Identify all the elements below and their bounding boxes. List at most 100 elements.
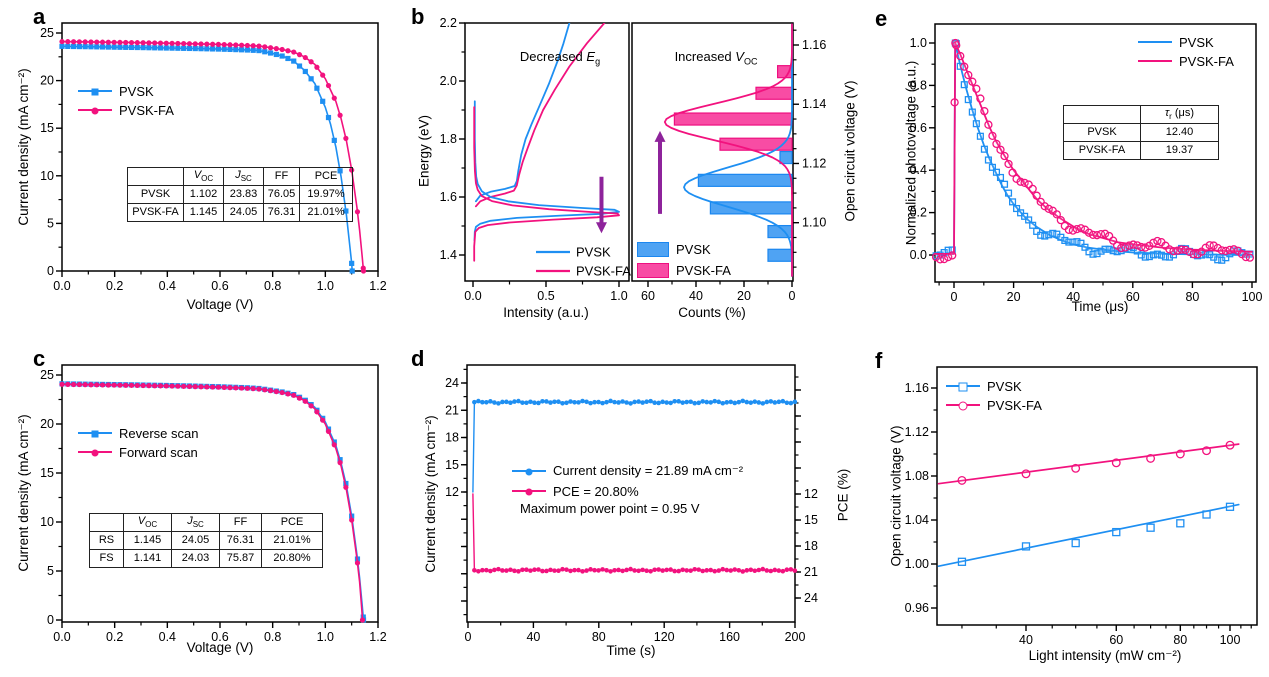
svg-text:0.4: 0.4 bbox=[910, 163, 927, 177]
table-c: VOC JSC FF PCE RS 1.145 24.05 76.31 21.01% F… bbox=[89, 513, 323, 568]
svg-text:12: 12 bbox=[804, 487, 818, 501]
svg-text:60: 60 bbox=[1109, 633, 1123, 647]
svg-text:20: 20 bbox=[737, 289, 751, 303]
svg-text:1.0: 1.0 bbox=[317, 630, 334, 644]
legend-item: PVSK-FA bbox=[78, 102, 174, 118]
table-a: VOC JSC FF PCE PVSK 1.102 23.83 76.05 19.97%… bbox=[127, 167, 353, 222]
open-square-marker-icon bbox=[958, 382, 968, 392]
svg-text:20: 20 bbox=[1007, 290, 1021, 304]
svg-text:1.10: 1.10 bbox=[802, 216, 826, 230]
table-e: τr (μs) PVSK 12.40 PVSK-FA 19.37 bbox=[1063, 105, 1219, 160]
panel-f-chart: 40 60 80 100 0.96 1.00 1.04 1.08 1.12 1.16 bbox=[905, 366, 1258, 647]
axis-label-d-x: Time (s) bbox=[606, 643, 656, 658]
svg-text:0.4: 0.4 bbox=[159, 279, 176, 293]
line-swatch bbox=[512, 468, 546, 476]
axis-label-b-y: Energy (eV) bbox=[416, 114, 432, 188]
panel-label-c: c bbox=[33, 346, 46, 371]
panel-e-chart: 0 20 40 60 80 100 0.0 0.2 0.4 0.6 0.8 1.0 bbox=[910, 23, 1262, 304]
table-row: PVSK-FA 1.145 24.05 76.31 21.01% bbox=[127, 203, 353, 222]
axis-label-b2-x: Counts (%) bbox=[678, 305, 746, 320]
svg-text:80: 80 bbox=[1173, 633, 1187, 647]
svg-text:0.8: 0.8 bbox=[910, 78, 927, 92]
legend-item: Forward scan bbox=[78, 444, 198, 460]
svg-text:1.0: 1.0 bbox=[610, 289, 627, 303]
svg-text:0.0: 0.0 bbox=[910, 248, 927, 262]
axis-label-d-y: Current density (mA cm⁻²) bbox=[423, 415, 438, 573]
svg-text:0.6: 0.6 bbox=[211, 630, 228, 644]
svg-text:20: 20 bbox=[40, 74, 54, 88]
legend-item: PVSK bbox=[1138, 34, 1234, 50]
panel-b-left-chart: 0.0 0.5 1.0 1.4 1.6 1.8 2.0 2.2 PVSK PVSK-FA bbox=[440, 16, 632, 303]
svg-text:15: 15 bbox=[445, 458, 459, 472]
svg-text:1.16: 1.16 bbox=[802, 38, 826, 52]
svg-text:1.6: 1.6 bbox=[440, 190, 457, 204]
svg-text:0: 0 bbox=[47, 264, 54, 278]
table-row: PVSK-FA 19.37 bbox=[1063, 141, 1219, 160]
legend-item: PVSK bbox=[637, 241, 731, 257]
svg-text:80: 80 bbox=[1185, 290, 1199, 304]
legend-f: PVSK PVSK-FA bbox=[946, 378, 1042, 413]
svg-text:0.5: 0.5 bbox=[537, 289, 554, 303]
panel-label-d: d bbox=[411, 346, 425, 371]
panel-b-right-chart: 60 40 20 0 1.10 1.12 1.14 1.16 bbox=[631, 22, 826, 303]
blue-swatch bbox=[637, 241, 669, 257]
table-row: VOC JSC FF PCE bbox=[127, 167, 353, 186]
svg-text:0: 0 bbox=[951, 290, 958, 304]
svg-text:2.0: 2.0 bbox=[440, 74, 457, 88]
legend-item: PVSK-FA bbox=[1138, 53, 1234, 69]
svg-text:0: 0 bbox=[789, 289, 796, 303]
panel-label-b: b bbox=[411, 4, 425, 29]
svg-text:120: 120 bbox=[654, 630, 675, 644]
table-row: RS 1.145 24.05 76.31 21.01% bbox=[89, 531, 323, 550]
line-swatch bbox=[78, 430, 112, 438]
line-swatch bbox=[78, 88, 112, 96]
svg-text:12: 12 bbox=[445, 485, 459, 499]
svg-text:0.0: 0.0 bbox=[53, 279, 70, 293]
svg-text:18: 18 bbox=[445, 431, 459, 445]
svg-text:1.0: 1.0 bbox=[317, 279, 334, 293]
svg-text:10: 10 bbox=[40, 169, 54, 183]
square-marker-icon bbox=[91, 430, 99, 438]
svg-text:0.8: 0.8 bbox=[264, 630, 281, 644]
axis-label-e-y: Normalized photovoltage (a.u.) bbox=[903, 60, 919, 246]
square-marker-icon bbox=[91, 88, 99, 96]
svg-text:0: 0 bbox=[465, 630, 472, 644]
svg-text:PVSK-FA: PVSK-FA bbox=[576, 264, 631, 279]
axis-label-c-x: Voltage (V) bbox=[186, 640, 254, 655]
line-swatch bbox=[946, 382, 980, 392]
axis-label-f-y: Open circuit voltage (V) bbox=[888, 425, 904, 567]
svg-text:20: 20 bbox=[40, 417, 54, 431]
circle-marker-icon bbox=[525, 488, 533, 496]
svg-text:0.4: 0.4 bbox=[159, 630, 176, 644]
circle-marker-icon bbox=[91, 449, 99, 457]
table-row: VOC JSC FF PCE bbox=[89, 513, 323, 532]
svg-text:40: 40 bbox=[1019, 633, 1033, 647]
annotation-mpp: Maximum power point = 0.95 V bbox=[520, 501, 700, 516]
annotation-decreased-eg: Decreased Eg bbox=[519, 49, 601, 67]
svg-text:1.8: 1.8 bbox=[440, 132, 457, 146]
table-row: PVSK 1.102 23.83 76.05 19.97% bbox=[127, 185, 353, 204]
axis-label-d-y2: PCE (%) bbox=[835, 468, 851, 522]
legend-a: PVSK PVSK-FA bbox=[78, 83, 174, 118]
svg-text:1.2: 1.2 bbox=[369, 279, 386, 293]
svg-text:24: 24 bbox=[445, 376, 459, 390]
svg-text:40: 40 bbox=[689, 289, 703, 303]
legend-item: PCE = 20.80% bbox=[512, 483, 743, 499]
pink-swatch bbox=[637, 262, 669, 278]
table-row: τr (μs) bbox=[1063, 105, 1219, 124]
svg-text:PVSK: PVSK bbox=[576, 245, 611, 260]
panel-label-f: f bbox=[875, 348, 883, 373]
svg-text:60: 60 bbox=[641, 289, 655, 303]
legend-item: Reverse scan bbox=[78, 425, 198, 441]
svg-text:1.12: 1.12 bbox=[802, 156, 826, 170]
panel-c-chart: 0.0 0.2 0.4 0.6 0.8 1.0 1.2 0 5 10 15 20 25 bbox=[40, 364, 387, 644]
panel-label-e: e bbox=[875, 6, 888, 31]
legend-item: Current density = 21.89 mA cm⁻² bbox=[512, 463, 743, 479]
svg-text:15: 15 bbox=[40, 121, 54, 135]
svg-text:18: 18 bbox=[804, 539, 818, 553]
svg-text:24: 24 bbox=[804, 591, 818, 605]
svg-text:2.2: 2.2 bbox=[440, 16, 457, 30]
table-row: PVSK 12.40 bbox=[1063, 123, 1219, 142]
